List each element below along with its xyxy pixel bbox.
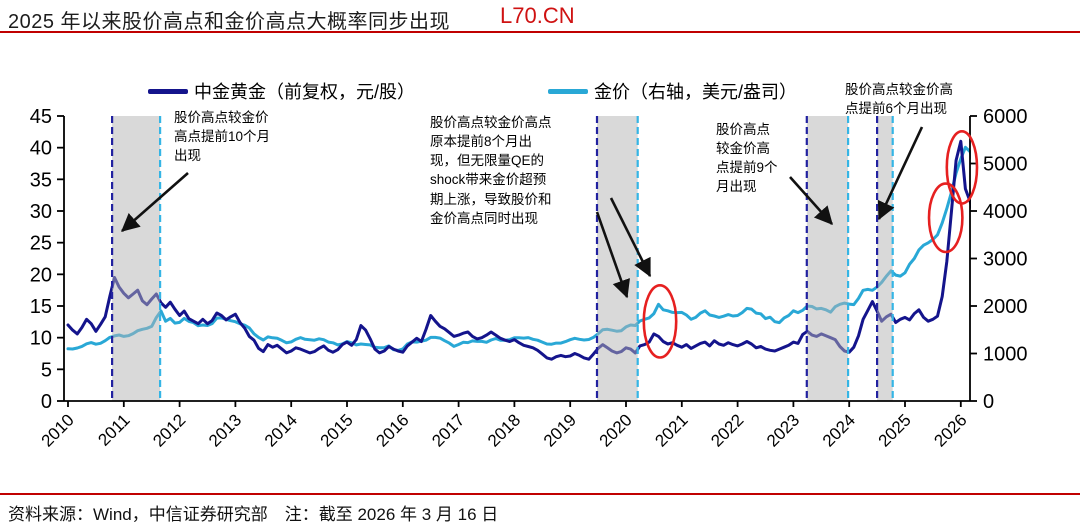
left-axis-tick-label: 10 [30,328,52,350]
gold-line-swatch [548,88,588,94]
left-axis-tick-label: 20 [30,264,52,286]
x-axis-tick-label: 2018 [484,410,524,450]
highlight-layer [121,126,979,359]
legend-item-stock: 中金黄金（前复权，元/股） [148,78,415,104]
page-title: 2025 年以来股价高点和金价高点大概率同步出现 [8,11,451,33]
annotation-lead-9-months: 股价高点 较金价高 点提前9个 月出现 [716,122,778,195]
right-axis-tick-label: 6000 [983,106,1028,128]
x-axis-tick-label: 2026 [930,410,970,450]
peak-window-band [112,116,161,401]
right-axis-tick-label: 1000 [983,344,1028,366]
x-axis-tick-label: 2023 [763,410,803,450]
x-axis-tick-label: 2014 [261,410,301,450]
x-axis-tick-label: 2019 [540,410,580,450]
chart-legend: 中金黄金（前复权，元/股） 金价（右轴，美元/盎司） [0,78,1080,102]
annotation-lead-8-months-qe: 股价高点较金价高点 原本提前8个月出 现，但无限量QE的 shock带来金价超预… [430,115,552,226]
right-axis-tick-label: 3000 [983,249,1028,271]
stock-line-swatch [148,88,188,94]
x-axis-tick-label: 2013 [205,410,245,450]
right-axis-tick-label: 2000 [983,296,1028,318]
peak-highlight-ellipse [927,182,964,254]
source-note: 资料来源：Wind，中信证券研究部 注：截至 2026 年 3 月 16 日 [8,505,499,524]
legend-item-gold: 金价（右轴，美元/盎司） [548,78,797,104]
annotation-arrow [877,126,924,221]
left-axis-tick-label: 45 [30,106,52,128]
x-axis-tick-label: 2016 [372,410,412,450]
annotation-arrow [609,197,652,278]
left-axis-tick-label: 35 [30,169,52,191]
peak-window-band [806,116,849,401]
left-axis-tick-label: 25 [30,233,52,255]
peak-window-band [877,116,893,401]
shaded-bands-layer [112,116,893,401]
right-axis-tick-label: 5000 [983,154,1028,176]
x-axis-tick-label: 2020 [596,410,636,450]
annotation-arrow [595,211,630,299]
event-lines-layer [110,116,894,401]
header: 2025 年以来股价高点和金价高点大概率同步出现 L70.CN [8,3,575,34]
x-axis-tick-label: 2022 [707,410,747,450]
annotation-arrow [121,172,189,232]
right-axis-tick-label: 4000 [983,201,1028,223]
x-axis-tick-label: 2024 [819,410,859,450]
left-axis-tick-label: 15 [30,296,52,318]
title-divider-rule [0,31,1080,33]
x-axis-tick-label: 2021 [651,410,691,450]
footer-divider-rule [0,493,1080,495]
left-axis-tick-label: 40 [30,138,52,160]
peak-highlight-ellipse [945,129,979,205]
x-axis-tick-label: 2017 [428,410,468,450]
left-axis-tick-label: 30 [30,201,52,223]
annotation-lead-6-months: 股价高点较金价高 点提前6个月出现 [845,82,953,117]
right-axis-tick-label: 0 [983,391,994,413]
peak-highlight-ellipse [642,283,678,359]
legend-label-gold: 金价（右轴，美元/盎司） [594,82,797,102]
x-axis-tick-label: 2011 [94,410,133,449]
left-axis-tick-label: 0 [41,391,52,413]
annotation-arrow [789,176,833,225]
peak-window-band [597,116,638,401]
annotation-lead-10-months: 股价高点较金价 高点提前10个月 出现 [174,110,271,164]
x-axis-tick-label: 2015 [317,410,357,450]
x-axis-tick-label: 2010 [38,410,78,450]
legend-label-stock: 中金黄金（前复权，元/股） [194,82,415,102]
brand-watermark: L70.CN [500,3,575,28]
x-axis-tick-label: 2012 [149,410,189,450]
left-axis-tick-label: 5 [41,359,52,381]
x-axis-tick-label: 2025 [875,410,915,450]
